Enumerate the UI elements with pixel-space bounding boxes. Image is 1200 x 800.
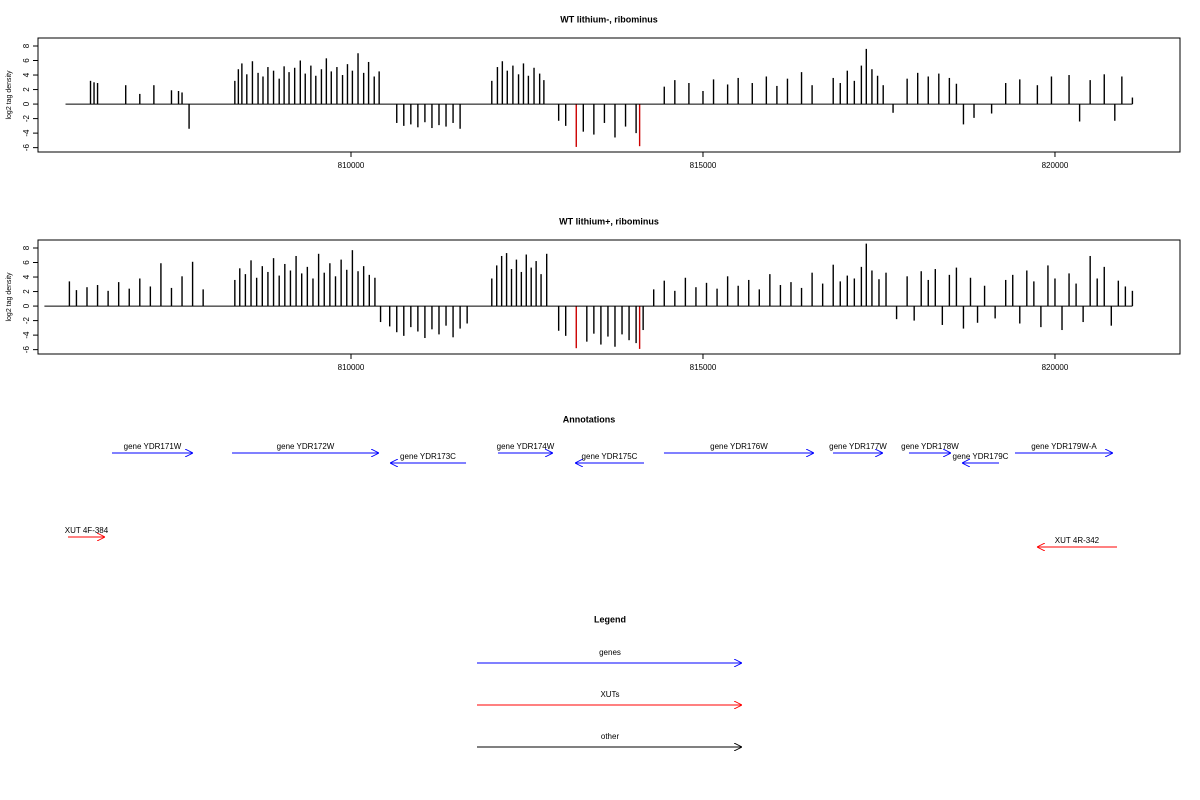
x-tick-label: 810000 (338, 363, 365, 372)
y-tick-label: -2 (22, 316, 31, 324)
feature-label: gene YDR173C (400, 452, 456, 461)
x-tick-label: 810000 (338, 161, 365, 170)
x-tick-label: 820000 (1042, 161, 1069, 170)
annotations-title: Annotations (563, 414, 616, 424)
plot-frame (37, 239, 1181, 355)
y-tick-label: 0 (22, 303, 31, 308)
feature-label: gene YDR175C (582, 452, 638, 461)
y-tick-label: 4 (22, 274, 31, 279)
feature-label: gene YDR178W (901, 442, 959, 451)
plot-frame (37, 37, 1181, 153)
legend-label: other (601, 732, 620, 741)
legend-label: genes (599, 648, 621, 657)
chart-title: WT lithium+, ribominus (559, 216, 659, 226)
y-tick-label: -4 (22, 129, 31, 137)
chart-title: WT lithium-, ribominus (560, 14, 658, 24)
feature-label: gene YDR176W (710, 442, 768, 451)
y-tick-label: 4 (22, 72, 31, 77)
y-tick-label: -4 (22, 331, 31, 339)
feature-label: gene YDR179W-A (1031, 442, 1097, 451)
feature-label: gene YDR177W (829, 442, 887, 451)
y-tick-label: 8 (22, 245, 31, 250)
y-tick-label: 0 (22, 101, 31, 106)
x-tick-label: 815000 (690, 161, 717, 170)
y-tick-label: 2 (22, 87, 31, 92)
feature-label: gene YDR171W (124, 442, 182, 451)
y-tick-label: 8 (22, 43, 31, 48)
feature-label: gene YDR174W (497, 442, 555, 451)
feature-label: XUT 4F-384 (65, 526, 109, 535)
y-axis-label: log2 tag density (6, 272, 13, 322)
legend-title: Legend (594, 614, 626, 624)
feature-label: gene YDR172W (277, 442, 335, 451)
x-tick-label: 815000 (690, 363, 717, 372)
y-tick-label: 6 (22, 260, 31, 265)
feature-label: XUT 4R-342 (1055, 536, 1100, 545)
y-tick-label: -6 (22, 346, 31, 354)
y-tick-label: -6 (22, 144, 31, 152)
legend-label: XUTs (600, 690, 619, 699)
y-tick-label: -2 (22, 114, 31, 122)
x-tick-label: 820000 (1042, 363, 1069, 372)
y-tick-label: 2 (22, 289, 31, 294)
feature-label: gene YDR179C (953, 452, 1009, 461)
y-tick-label: 6 (22, 58, 31, 63)
y-axis-label: log2 tag density (6, 70, 13, 120)
